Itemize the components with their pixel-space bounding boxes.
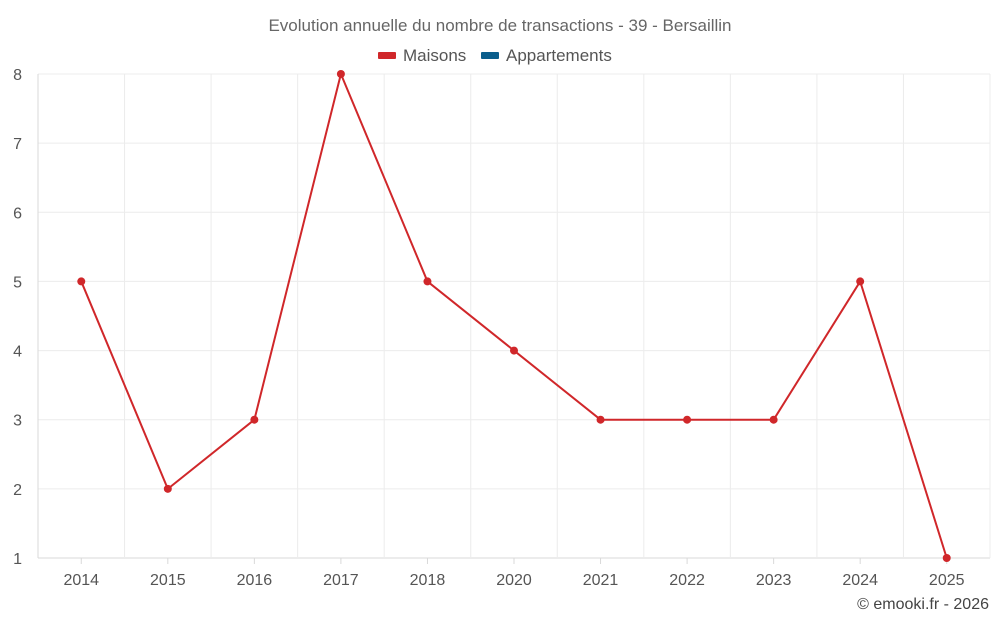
x-axis-ticks: 2014 2015 2016 2017 2018 2020 2021 2022 2023 2024… bbox=[63, 572, 964, 589]
data-point-maisons-2023[interactable] bbox=[769, 415, 778, 424]
x-tick-label: 2025 bbox=[929, 572, 965, 589]
axes bbox=[37, 74, 948, 564]
legend-item-appartements[interactable]: Appartements bbox=[481, 46, 612, 65]
chart-title: Evolution annuelle du nombre de transact… bbox=[268, 16, 731, 35]
legend-label-maisons: Maisons bbox=[403, 46, 466, 65]
x-tick-label: 2015 bbox=[150, 572, 186, 589]
data-point-maisons-2021[interactable] bbox=[596, 415, 605, 424]
x-tick-label: 2024 bbox=[842, 572, 878, 589]
x-tick-label: 2022 bbox=[669, 572, 705, 589]
x-tick-label: 2018 bbox=[410, 572, 446, 589]
grid bbox=[37, 73, 991, 559]
y-tick-label: 2 bbox=[13, 482, 22, 499]
y-tick-label: 6 bbox=[13, 205, 22, 222]
data-point-maisons-2020[interactable] bbox=[510, 346, 518, 355]
legend: Maisons Appartements bbox=[378, 46, 612, 65]
legend-swatch-appartements bbox=[481, 52, 499, 59]
x-tick-label: 2021 bbox=[583, 572, 619, 589]
x-tick-label: 2016 bbox=[237, 572, 273, 589]
data-point-maisons-2022[interactable] bbox=[683, 415, 692, 424]
data-point-maisons-2025[interactable] bbox=[942, 554, 951, 562]
data-point-maisons-2024[interactable] bbox=[856, 277, 865, 286]
legend-item-maisons[interactable]: Maisons bbox=[378, 46, 466, 65]
y-tick-label: 4 bbox=[13, 344, 22, 361]
data-point-maisons-2014[interactable] bbox=[77, 277, 86, 286]
x-tick-label: 2020 bbox=[496, 572, 532, 589]
credit-text: © emooki.fr - 2026 bbox=[857, 596, 989, 613]
y-tick-label: 7 bbox=[13, 136, 22, 153]
data-point-maisons-2016[interactable] bbox=[250, 415, 259, 424]
y-axis-ticks: 1 2 3 4 5 6 7 8 bbox=[13, 67, 22, 568]
x-tick-label: 2023 bbox=[756, 572, 792, 589]
x-tick-label: 2014 bbox=[63, 572, 99, 589]
data-point-maisons-2015[interactable] bbox=[163, 484, 172, 493]
x-tick-label: 2017 bbox=[323, 572, 359, 589]
y-tick-label: 1 bbox=[13, 551, 22, 568]
data-point-maisons-2018[interactable] bbox=[423, 277, 432, 286]
y-tick-label: 5 bbox=[13, 274, 22, 291]
y-tick-label: 8 bbox=[13, 67, 22, 84]
data-point-maisons-2017[interactable] bbox=[336, 70, 345, 78]
legend-swatch-maisons bbox=[378, 52, 396, 59]
series bbox=[77, 70, 951, 562]
y-tick-label: 3 bbox=[13, 413, 22, 430]
legend-label-appartements: Appartements bbox=[506, 46, 612, 65]
